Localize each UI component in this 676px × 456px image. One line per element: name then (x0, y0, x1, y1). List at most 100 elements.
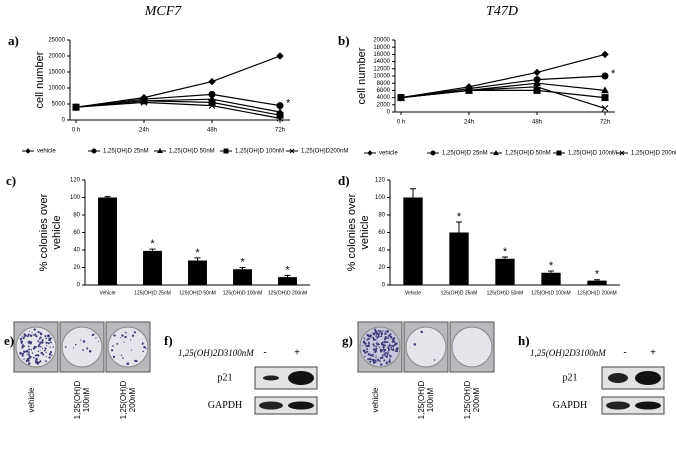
colony (22, 336, 25, 340)
minus-label: - (263, 348, 266, 359)
panel-label: h) (518, 333, 530, 348)
colony (39, 336, 42, 339)
colony (21, 352, 25, 356)
marker (601, 50, 609, 59)
colony (367, 353, 371, 356)
colony (27, 353, 30, 356)
colony (373, 328, 377, 332)
colony (372, 338, 376, 341)
colony (37, 340, 40, 343)
plus-label: + (294, 348, 300, 359)
colony (122, 357, 124, 359)
y-tick-label: 12000 (373, 66, 390, 72)
colony (433, 359, 436, 361)
colony (384, 330, 386, 333)
colony (19, 351, 22, 354)
colony (47, 342, 50, 345)
y-tick-label: 25000 (48, 38, 65, 44)
chart-title: T47D (486, 4, 518, 19)
colony (362, 340, 366, 344)
colony (32, 356, 35, 359)
colony (34, 333, 37, 336)
marker (397, 94, 405, 101)
panel-label: d) (338, 173, 350, 188)
colony (383, 350, 385, 353)
marker (533, 83, 541, 91)
marker (533, 68, 541, 77)
blot-frame (254, 396, 318, 415)
colony (369, 358, 372, 361)
colony (33, 334, 35, 337)
colony (113, 334, 116, 337)
bar (449, 232, 469, 285)
marker (72, 103, 80, 111)
colony (31, 331, 33, 334)
colony (390, 348, 393, 351)
colony (34, 354, 37, 357)
colony (21, 346, 24, 349)
colony (370, 354, 372, 356)
colony (375, 345, 377, 348)
colony (41, 347, 44, 350)
blot-band (635, 401, 661, 410)
marker-stroke (397, 94, 405, 101)
colony (35, 347, 37, 349)
y-tick-label: 2000 (377, 102, 391, 108)
marker (208, 98, 216, 106)
colony (48, 337, 50, 340)
colony (45, 337, 47, 340)
error-bar (194, 257, 201, 261)
legend-item: 1,25(OH)D200nM (286, 149, 348, 155)
colony (28, 330, 31, 332)
well-label: 1,25(OH)D (119, 380, 128, 419)
colony (375, 360, 377, 362)
panel-label: e) (4, 333, 14, 348)
colony (32, 334, 34, 336)
colony (378, 346, 381, 348)
colony (388, 354, 391, 357)
blot-row-label: p21 (563, 372, 578, 383)
colony (82, 349, 84, 351)
colony (45, 341, 48, 344)
colony (376, 337, 378, 339)
colony (366, 333, 370, 337)
error-bar (410, 188, 416, 198)
well-label: 200nM (128, 387, 137, 412)
legend-item: 1,25(OH)D 50nM (154, 147, 215, 155)
colony (383, 353, 386, 356)
colony (143, 345, 146, 349)
y-tick-label: 0 (77, 283, 81, 289)
colony (48, 356, 51, 359)
colony (376, 358, 380, 362)
y-tick-label: 0 (382, 283, 386, 289)
colony (382, 346, 385, 349)
colony (380, 333, 383, 336)
blot-band (288, 401, 314, 410)
colony (388, 343, 391, 345)
colony (392, 344, 395, 347)
colony (40, 351, 43, 354)
legend-label: vehicle (37, 149, 56, 155)
colony (25, 360, 28, 363)
marker-stroke (140, 99, 148, 106)
x-tick-label: 48h (207, 128, 217, 134)
well-label: 100nM (82, 387, 91, 412)
marker-stroke (276, 115, 284, 122)
colony (385, 341, 387, 344)
colony (393, 337, 396, 340)
legend-label: 1,25(OH)D 25nM (103, 149, 149, 155)
well-label: 1,25(OH)D (73, 380, 82, 419)
colony (19, 337, 23, 341)
colony (49, 346, 51, 348)
colony (51, 354, 53, 357)
legend-item: vehicle (364, 150, 398, 157)
colony (23, 358, 25, 360)
colony (35, 346, 38, 348)
well-label: 1,25(OH)D (463, 380, 472, 419)
significance: * (549, 260, 554, 272)
well-label: 100nM (426, 387, 435, 412)
colony (388, 360, 391, 363)
colony (375, 335, 378, 337)
treatment-label: 1,25(OH)2D3100nM (178, 348, 254, 358)
x-tick-label: 125(OH)D 200nM (268, 290, 307, 296)
